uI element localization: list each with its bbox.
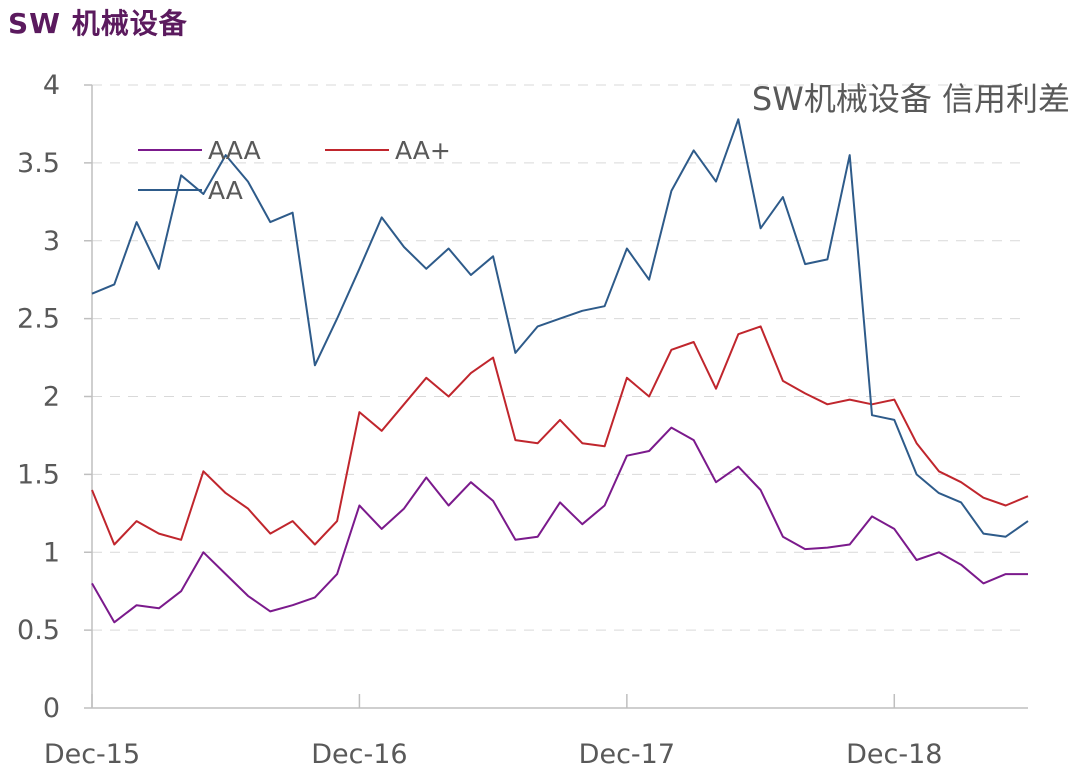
series-lines <box>91 118 1029 624</box>
chart-title: SW机械设备 信用利差 <box>752 80 1070 118</box>
axes: 0 0.5 1 1.5 2 2.5 3 3.5 4 Dec-15 Dec-16 Dec-17 Dec-1… <box>17 70 1028 770</box>
y-tick-label: 0 <box>43 693 60 724</box>
y-tick-label: 1.5 <box>17 459 60 490</box>
page-title: SW 机械设备 <box>8 7 188 40</box>
x-tick-label: Dec-18 <box>846 739 942 770</box>
x-tick-label: Dec-17 <box>579 739 675 770</box>
legend-label-aaa: AAA <box>208 136 261 165</box>
legend-label-aa: AA <box>208 176 243 205</box>
series-line-aa <box>91 118 1029 538</box>
y-tick-label: 1 <box>43 537 60 568</box>
x-tick-label: Dec-16 <box>311 739 407 770</box>
y-tick-label: 2 <box>43 382 60 413</box>
y-tick-label: 3 <box>43 226 60 257</box>
y-tick-label: 3.5 <box>17 148 60 179</box>
y-tick-label: 0.5 <box>17 615 60 646</box>
y-tick-label: 2.5 <box>17 304 60 335</box>
x-tick-label: Dec-15 <box>44 739 140 770</box>
legend-label-aa-plus: AA+ <box>395 136 451 165</box>
grid <box>92 84 1028 631</box>
series-line-aa-plus <box>91 325 1029 546</box>
legend: AAA AA+ AA <box>138 136 451 205</box>
y-tick-label: 4 <box>43 70 60 101</box>
series-line-aaa <box>91 426 1028 624</box>
